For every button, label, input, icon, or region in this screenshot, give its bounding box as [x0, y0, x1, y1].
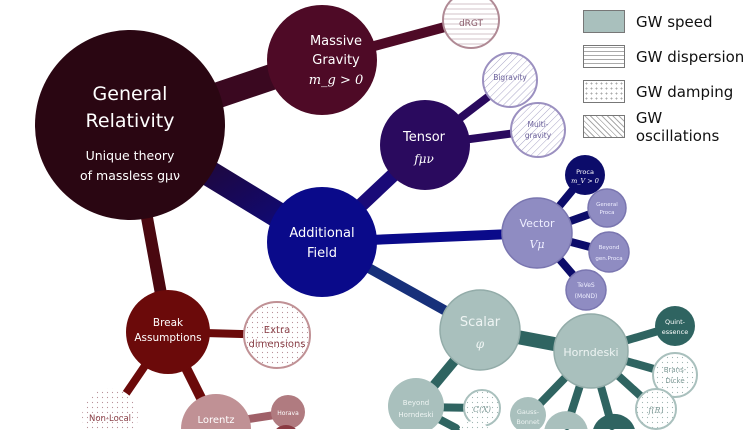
node-label: C(X)	[473, 405, 491, 414]
node-tensor[interactable]: Tensor fμν	[380, 100, 470, 190]
node-label: gen.Proca	[595, 256, 622, 262]
node-label: Tensor	[402, 130, 446, 145]
node-label: Unique theory	[86, 148, 175, 163]
node-f-of-r[interactable]: f(R)	[635, 388, 677, 430]
node-brans-dicke[interactable]: Brans- Dicke	[652, 352, 698, 398]
legend: GW speed GW dispersion GW damping GW osc…	[583, 4, 750, 145]
node-label: Beyond	[403, 399, 429, 407]
node-label: Proca	[599, 210, 614, 216]
node-label: Proca	[576, 168, 594, 176]
legend-swatch-horizontal-lines	[583, 45, 625, 68]
legend-label: GW oscillations	[635, 108, 720, 145]
node-label: Horndeski	[398, 411, 433, 419]
node-proca[interactable]: Proca m_V > 0	[565, 155, 605, 195]
node-label: Additional	[289, 226, 354, 241]
node-label: Bonnet	[516, 418, 540, 426]
legend-item-gw-dispersion: GW dispersion	[583, 39, 750, 74]
node-label: Quint-	[665, 318, 686, 326]
legend-label: GW damping	[636, 82, 734, 101]
node-quintessence[interactable]: Quint- essence	[655, 306, 695, 346]
node-label: Brans-	[664, 366, 687, 374]
node-lorentz-violation[interactable]: Lorentz	[181, 394, 251, 429]
node-gauss-bonnet[interactable]: Gauss- Bonnet	[510, 396, 546, 429]
node-scalar[interactable]: Scalar φ	[439, 289, 521, 371]
legend-swatch-dots	[583, 80, 625, 103]
node-label: Scalar	[460, 315, 501, 330]
node-label: General	[93, 83, 168, 105]
node-label: Lorentz	[197, 415, 234, 426]
node-label: Vμ	[529, 238, 544, 251]
legend-swatch-diagonal-lines	[583, 115, 625, 138]
node-horava[interactable]: Horava	[271, 395, 305, 429]
node-partial-red[interactable]	[276, 424, 296, 429]
node-label: Massive	[310, 34, 362, 49]
node-label: Break	[153, 317, 184, 329]
node-label: fμν	[413, 152, 434, 166]
node-teves[interactable]: TeVeS (MoND)	[565, 269, 607, 311]
legend-item-gw-speed: GW speed	[583, 4, 750, 39]
node-c-of-x[interactable]: C(X)	[463, 389, 501, 427]
node-label: Assumptions	[134, 332, 201, 344]
node-label: Horndeski	[563, 346, 618, 359]
node-additional-field[interactable]: Additional Field	[267, 187, 377, 297]
node-label: m_g > 0	[309, 73, 364, 88]
node-break-assumptions[interactable]: Break Assumptions	[126, 290, 210, 374]
node-multigravity[interactable]: Multi- gravity	[510, 102, 566, 158]
node-label: essence	[662, 328, 688, 336]
legend-label: GW speed	[636, 12, 713, 31]
node-label: TeVeS	[576, 282, 595, 289]
legend-label: GW dispersion	[636, 47, 745, 66]
node-beyond-gen-proca[interactable]: Beyond gen.Proca	[588, 231, 630, 273]
node-label: Extra	[264, 325, 290, 336]
node-general-relativity[interactable]: General Relativity Unique theory of mass…	[35, 30, 225, 220]
node-label: Multi-	[527, 120, 548, 129]
node-label: Relativity	[86, 110, 175, 132]
node-massive-gravity[interactable]: Massive Gravity m_g > 0	[267, 5, 377, 115]
node-label: Gravity	[312, 53, 360, 68]
node-label: Horava	[277, 410, 299, 417]
node-bigravity[interactable]: Bigravity	[482, 52, 538, 108]
node-label: Non-Local	[89, 414, 131, 424]
node-label: (MoND)	[575, 293, 598, 300]
node-label: Field	[307, 246, 337, 261]
node-partial-dark[interactable]	[593, 413, 635, 429]
node-label: Dicke	[665, 377, 684, 385]
node-label: Beyond	[599, 245, 620, 251]
node-general-proca[interactable]: General Proca	[587, 188, 627, 228]
node-label: m_V > 0	[571, 177, 599, 185]
node-label: General	[596, 202, 618, 208]
node-label: f(R)	[647, 406, 663, 415]
node-non-local[interactable]: Non-Local	[82, 388, 138, 429]
legend-item-gw-oscillations: GW oscillations	[583, 108, 750, 145]
node-label: φ	[476, 337, 485, 351]
node-label: dimensions	[248, 339, 305, 350]
node-label: of massless gμν	[80, 168, 180, 183]
node-drgt[interactable]: dRGT	[442, 0, 500, 49]
node-beyond-horndeski[interactable]: Beyond Horndeski	[388, 378, 444, 429]
node-partial-light[interactable]	[544, 411, 588, 429]
node-label: Gauss-	[517, 408, 540, 416]
node-horndeski[interactable]: Horndeski	[553, 313, 629, 389]
node-vector[interactable]: Vector Vμ	[501, 197, 573, 269]
legend-item-gw-damping: GW damping	[583, 74, 750, 109]
node-label: Vector	[519, 217, 555, 230]
node-label: Bigravity	[493, 73, 527, 82]
nodes: General Relativity Unique theory of mass…	[35, 0, 698, 430]
node-label: dRGT	[459, 19, 484, 29]
node-label: gravity	[525, 131, 552, 140]
node-extra-dimensions[interactable]: Extra dimensions	[243, 301, 311, 369]
legend-swatch-solid	[583, 10, 625, 33]
node-partial-dotted[interactable]	[459, 420, 489, 429]
